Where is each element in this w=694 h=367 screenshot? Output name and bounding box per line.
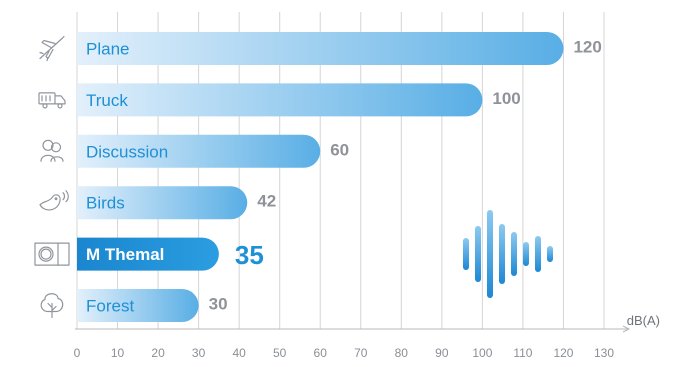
x-tick-label: 130 (594, 346, 614, 360)
x-tick-label: 120 (553, 346, 573, 360)
x-tick-label: 30 (192, 346, 206, 360)
data-label: 42 (257, 192, 276, 211)
x-tick-label: 10 (111, 346, 125, 360)
bar-category-label: Birds (86, 194, 125, 213)
bar (77, 134, 321, 168)
bar (77, 237, 219, 271)
bar-category-label: Plane (86, 40, 129, 59)
x-tick-label: 60 (314, 346, 328, 360)
bar (77, 32, 564, 65)
sound-wave-bar (523, 242, 529, 266)
m-themal-icon (34, 242, 70, 266)
data-label: 30 (209, 295, 228, 314)
discussion-icon (40, 139, 64, 162)
x-tick-labels: 0 10 20 30 40 50 60 70 80 90 100 110 120 130 (74, 346, 615, 360)
bar (77, 186, 248, 220)
category-icons (34, 35, 70, 319)
x-tick-label: 50 (273, 346, 287, 360)
sound-wave-bar (463, 238, 469, 270)
sound-wave-bar (511, 232, 517, 276)
bar-category-label: Discussion (86, 142, 168, 161)
x-tick-label: 0 (74, 346, 81, 360)
sound-wave-icon (463, 210, 553, 298)
x-tick-label: 70 (354, 346, 368, 360)
x-tick-label: 20 (151, 346, 165, 360)
sound-wave-bar (547, 246, 553, 262)
sound-wave-bar (499, 224, 505, 284)
bar (77, 83, 483, 117)
bars: Plane 120 Truck 100 Discussion 60 Birds 42 M The… (77, 32, 602, 322)
tree-icon (40, 293, 64, 319)
bar (77, 289, 199, 322)
x-tick-label: 100 (472, 346, 492, 360)
sound-wave-bar (535, 236, 541, 272)
x-axis-label: dB(A) (627, 313, 660, 328)
sound-wave-bar (487, 210, 493, 298)
truck-icon (38, 92, 66, 109)
plane-icon (39, 35, 65, 62)
x-axis-arrow (622, 325, 631, 333)
bar-category-label: M Themal (86, 245, 164, 264)
data-label: 120 (573, 38, 601, 57)
x-tick-label: 110 (513, 346, 532, 360)
x-tick-label: 80 (395, 346, 409, 360)
data-label: 35 (235, 240, 264, 270)
x-tick-label: 90 (435, 346, 449, 360)
sound-wave-bar (475, 226, 481, 282)
data-label: 100 (492, 89, 520, 108)
bar-category-label: Forest (86, 297, 134, 316)
bar-category-label: Truck (86, 91, 128, 110)
bird-icon (39, 190, 69, 211)
data-label: 60 (330, 140, 349, 159)
x-tick-label: 40 (232, 346, 246, 360)
